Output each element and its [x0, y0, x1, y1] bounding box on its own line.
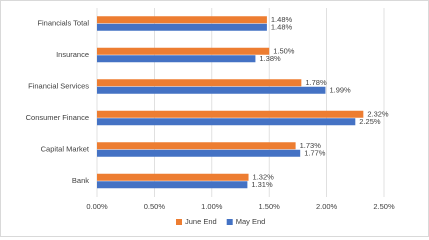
- bar: [97, 79, 302, 87]
- bar: [97, 118, 356, 126]
- y-tick-label: Financial Services: [28, 82, 89, 91]
- bar: [97, 181, 248, 189]
- x-tick-label: 0.50%: [144, 202, 166, 211]
- bar: [97, 142, 296, 150]
- y-tick-label: Bank: [72, 176, 89, 185]
- bar: [97, 47, 270, 55]
- legend-label: June End: [185, 217, 217, 226]
- value-label: 1.78%: [305, 78, 327, 87]
- value-label: 1.48%: [271, 15, 293, 24]
- x-tick-label: 2.00%: [316, 202, 338, 211]
- bar: [97, 110, 364, 118]
- x-tick-label: 1.00%: [201, 202, 223, 211]
- bar: [97, 16, 267, 24]
- y-tick-label: Capital Market: [41, 145, 90, 154]
- value-label: 1.77%: [304, 148, 326, 157]
- bar: [97, 173, 249, 181]
- value-label: 1.73%: [300, 141, 322, 150]
- value-label: 1.48%: [271, 22, 293, 31]
- value-label: 2.25%: [359, 117, 381, 126]
- value-label: 1.38%: [259, 54, 281, 63]
- value-label: 2.32%: [367, 109, 389, 118]
- y-tick-label: Consumer Finance: [26, 113, 89, 122]
- value-label: 1.50%: [273, 46, 295, 55]
- bar: [97, 86, 326, 94]
- value-label: 1.99%: [329, 85, 351, 94]
- value-label: 1.32%: [253, 172, 275, 181]
- x-tick-label: 2.50%: [373, 202, 395, 211]
- y-tick-label: Financials Total: [37, 19, 89, 28]
- legend-swatch: [176, 219, 182, 225]
- legend-label: May End: [236, 217, 266, 226]
- value-label: 1.31%: [251, 180, 273, 189]
- bar: [97, 23, 267, 31]
- x-tick-label: 1.50%: [259, 202, 281, 211]
- legend-swatch: [226, 219, 233, 225]
- bar: [97, 149, 301, 157]
- y-tick-label: Insurance: [56, 50, 89, 59]
- x-tick-label: 0.00%: [86, 202, 108, 211]
- bar: [97, 55, 256, 63]
